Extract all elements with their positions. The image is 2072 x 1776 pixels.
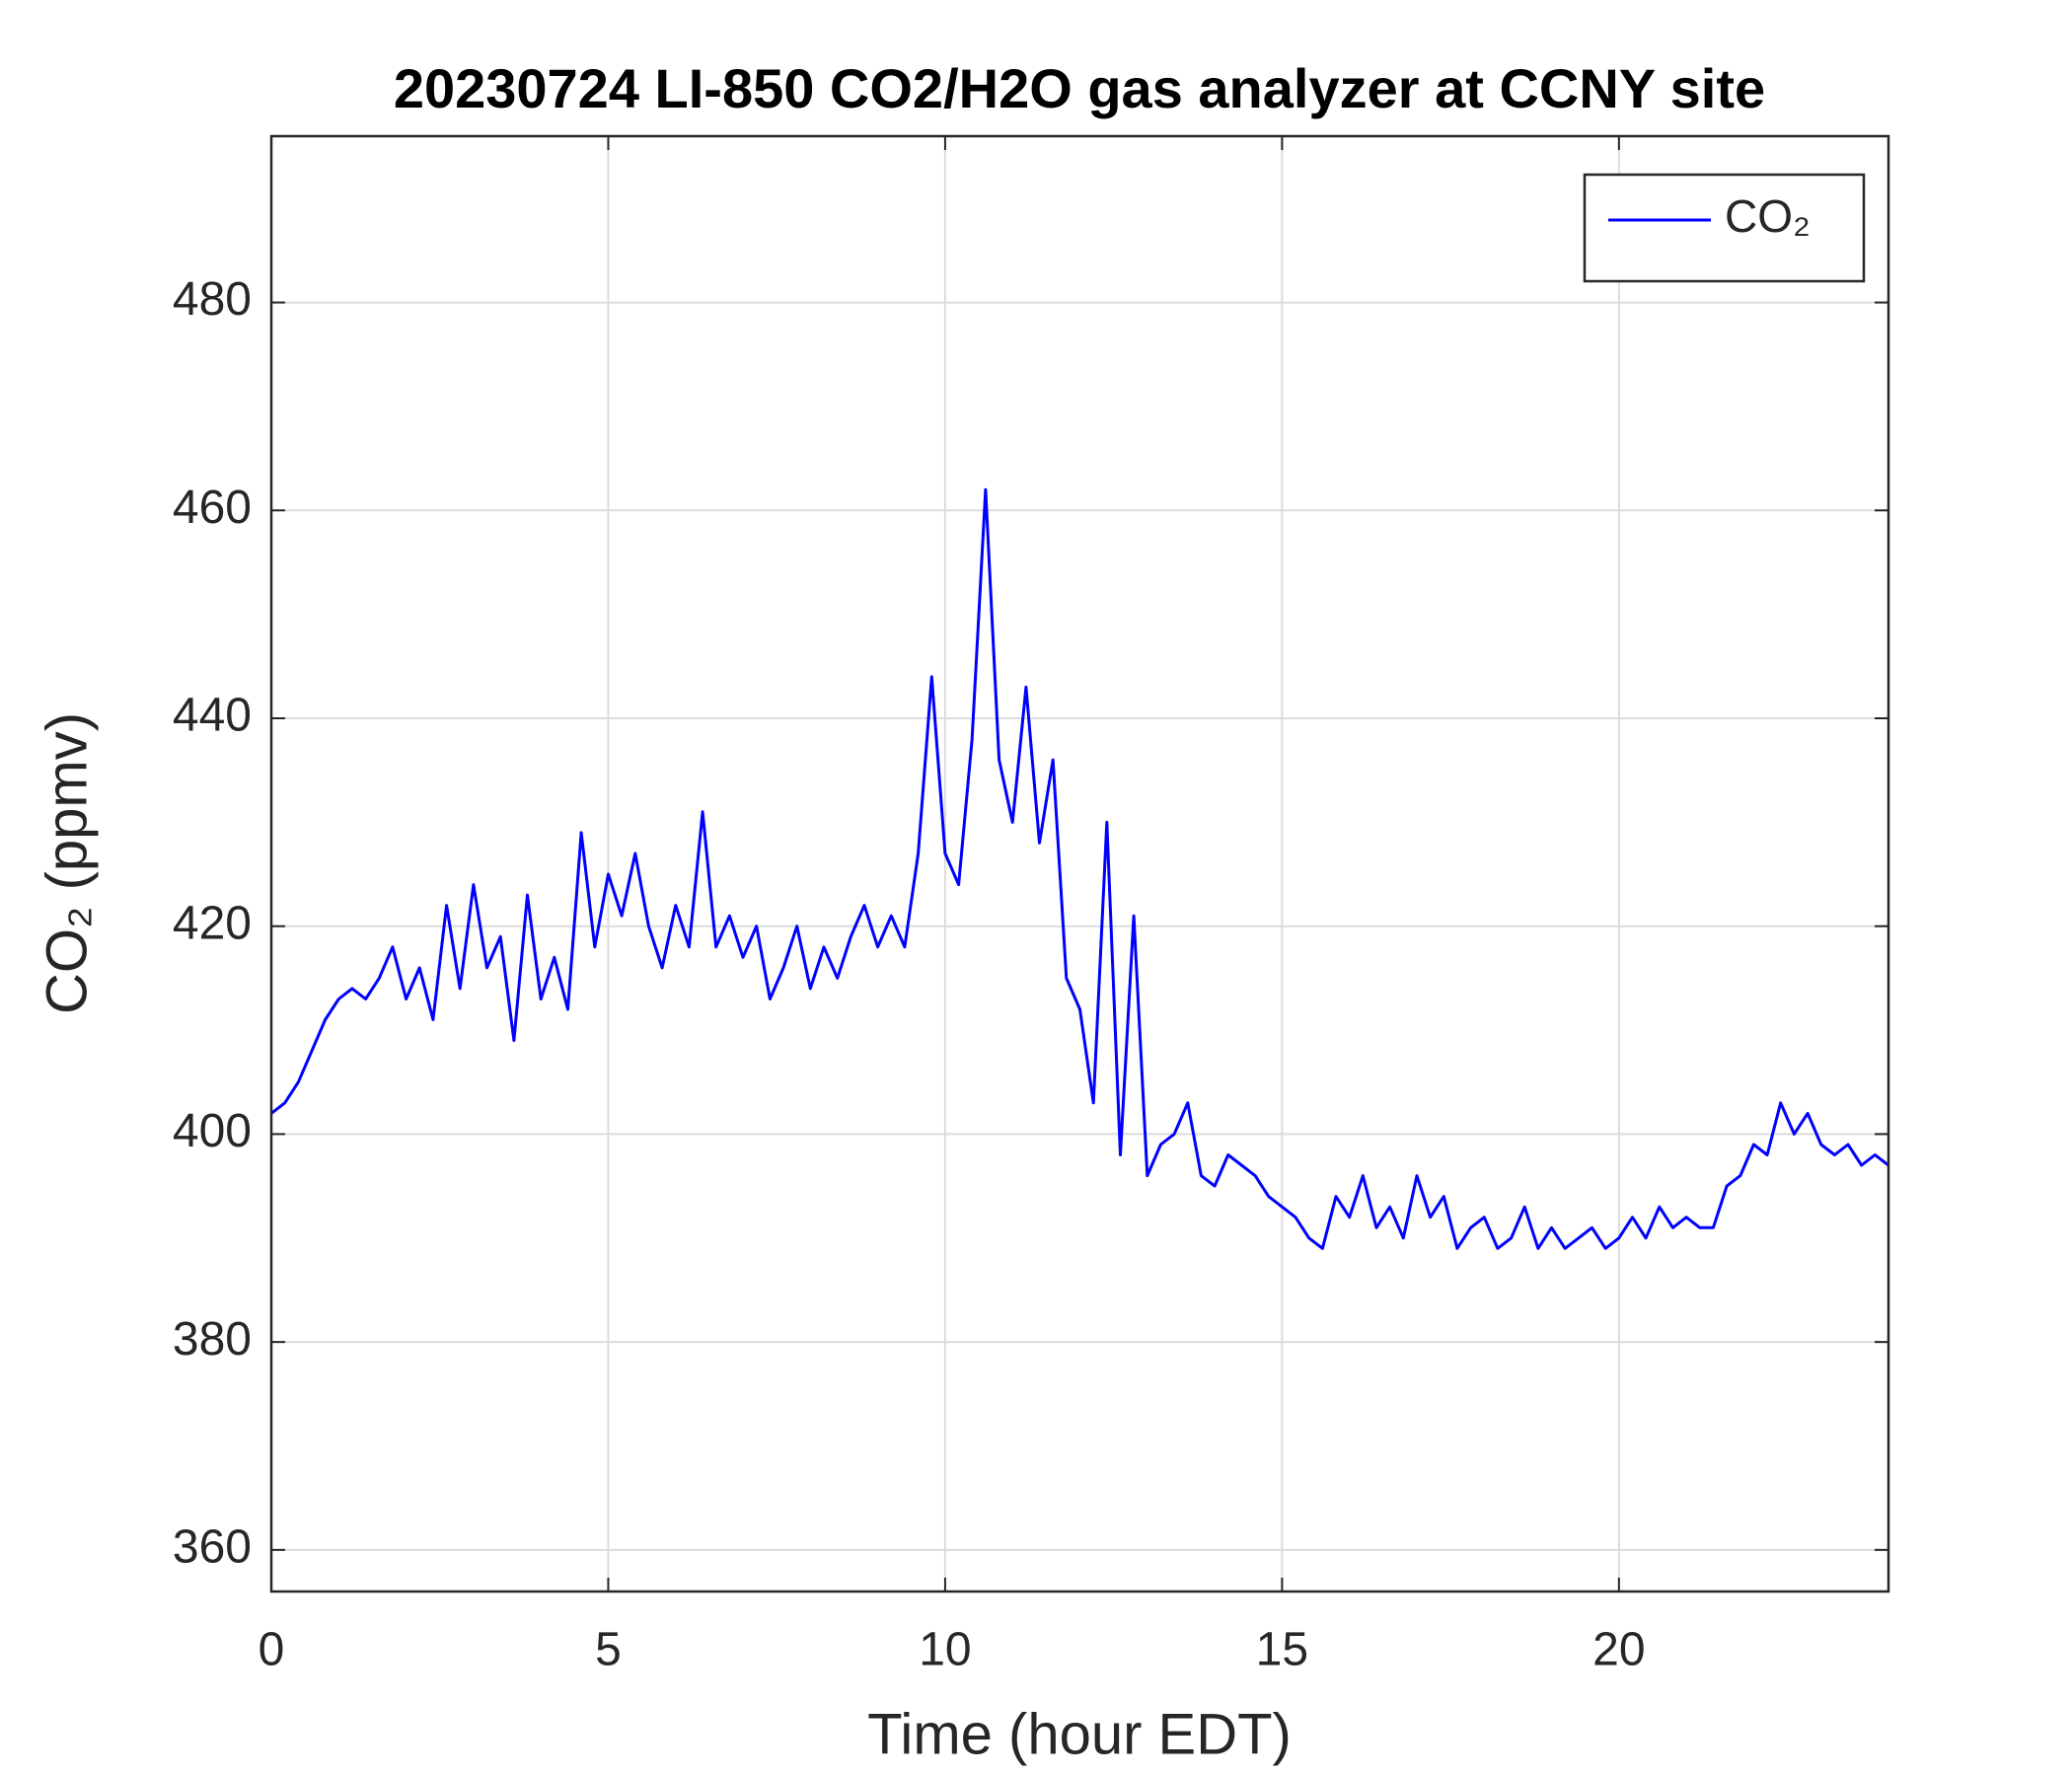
y-tick-label: 420 — [173, 897, 252, 949]
x-tick-label: 20 — [1592, 1624, 1645, 1676]
x-tick-label: 10 — [919, 1624, 971, 1676]
y-tick-label: 480 — [173, 273, 252, 326]
legend-box — [1583, 173, 1866, 283]
data-line — [270, 487, 1889, 1250]
x-tick-label: 5 — [595, 1624, 622, 1676]
y-tick-label: 400 — [173, 1105, 252, 1157]
plot-frame — [269, 134, 1890, 1593]
y-tick-label: 460 — [173, 481, 252, 534]
y-tick-label: 360 — [173, 1521, 252, 1574]
chart-title: 20230724 LI-850 CO2/H2O gas analyzer at … — [394, 57, 1765, 119]
x-tick-label: 15 — [1256, 1624, 1308, 1676]
legend-label: CO₂ — [1725, 190, 1811, 242]
x-axis-label: Time (hour EDT) — [867, 1702, 1292, 1766]
y-tick-label: 440 — [173, 690, 252, 742]
x-tick-label: 0 — [259, 1624, 285, 1676]
y-axis-label: CO₂ (ppmv) — [35, 712, 99, 1014]
y-tick-label: 380 — [173, 1313, 252, 1366]
